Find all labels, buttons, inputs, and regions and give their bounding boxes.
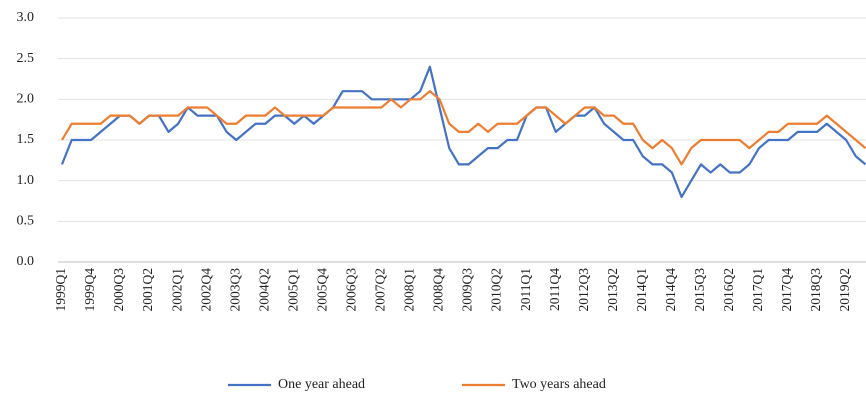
x-tick-label: 2005Q1 — [285, 268, 300, 312]
series-line — [60, 65, 866, 199]
x-tick-label: 2014Q1 — [634, 268, 649, 312]
x-tick-label: 2012Q3 — [576, 268, 591, 312]
y-tick-label: 3.0 — [17, 10, 35, 25]
x-tick-label: 2016Q2 — [721, 268, 736, 312]
x-tick-label: 2019Q2 — [837, 268, 852, 312]
y-tick-label: 0.5 — [17, 214, 35, 229]
x-tick-label: 2014Q4 — [663, 268, 678, 312]
x-tick-label: 2008Q1 — [402, 268, 417, 312]
x-tick-label: 2002Q4 — [198, 268, 213, 312]
x-tick-label: 2018Q3 — [808, 268, 823, 312]
y-tick-label: 2.5 — [17, 51, 35, 66]
y-tick-label: 1.5 — [17, 132, 35, 147]
y-tick-label: 0.0 — [17, 254, 35, 269]
x-tick-label: 2006Q3 — [344, 268, 359, 312]
x-tick-label: 2005Q4 — [314, 268, 329, 312]
x-tick-label: 2011Q1 — [518, 268, 533, 311]
series-line — [61, 90, 866, 166]
x-tick-label: 2004Q2 — [256, 268, 271, 312]
x-tick-label: 2001Q2 — [140, 268, 155, 312]
x-tick-label: 2003Q3 — [227, 268, 242, 312]
x-tick-label: 2017Q4 — [779, 268, 794, 312]
x-tick-label: 2010Q2 — [489, 268, 504, 312]
x-tick-label: 2015Q3 — [692, 268, 707, 312]
legend-label: One year ahead — [278, 377, 365, 392]
x-tick-label: 1999Q4 — [82, 268, 97, 312]
x-tick-label: 2007Q2 — [373, 268, 388, 312]
x-tick-label: 2017Q1 — [750, 268, 765, 312]
x-tick-label: 2009Q3 — [460, 268, 475, 312]
x-tick-label: 2002Q1 — [169, 268, 184, 312]
x-tick-label: 2011Q4 — [547, 268, 562, 311]
x-tick-label: 2013Q2 — [605, 268, 620, 312]
y-tick-label: 2.0 — [17, 92, 35, 107]
legend-label: Two years ahead — [512, 377, 606, 392]
x-tick-label: 2008Q4 — [431, 268, 446, 312]
x-tick-label: 1999Q1 — [53, 268, 68, 312]
y-tick-label: 1.0 — [17, 173, 35, 188]
x-tick-label: 2000Q3 — [111, 268, 126, 312]
